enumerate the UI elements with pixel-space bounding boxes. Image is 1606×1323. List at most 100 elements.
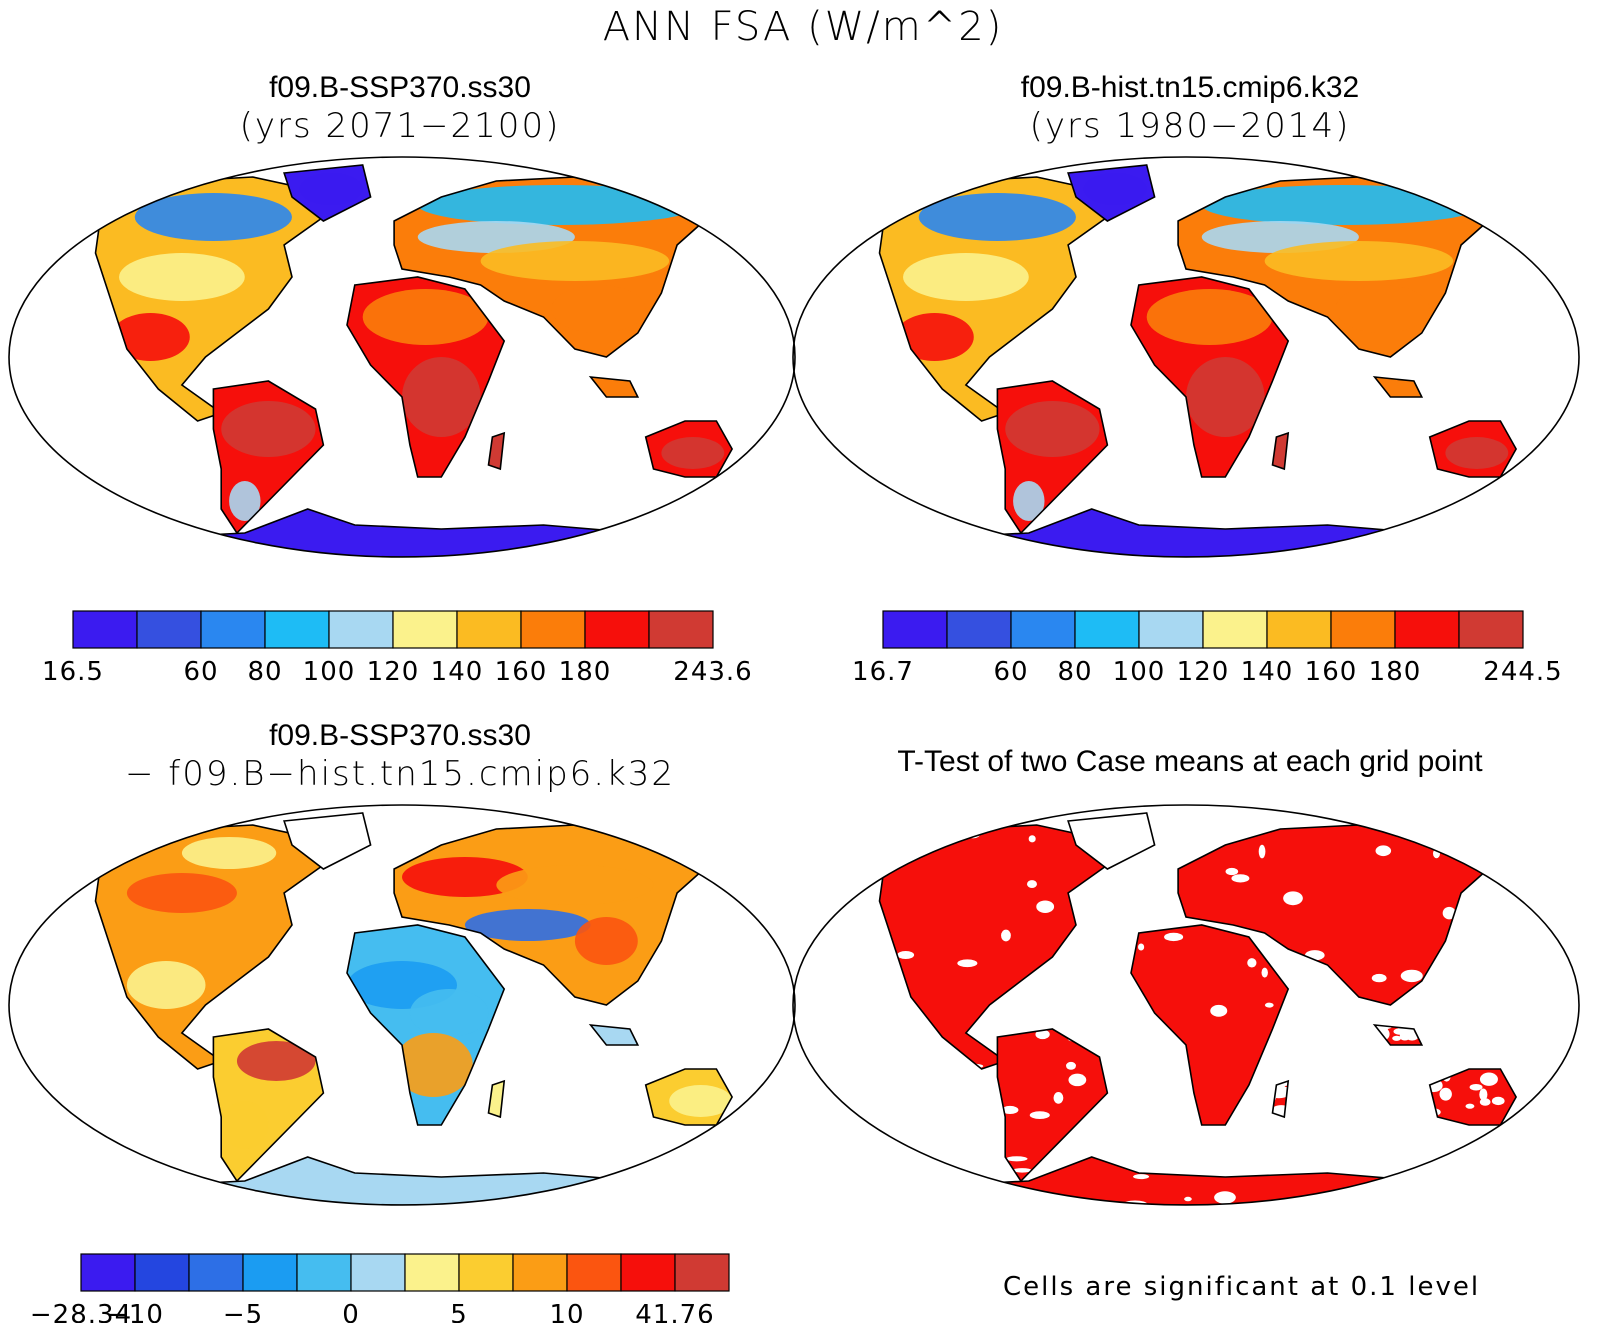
panel-title-line1: T-Test of two Case means at each grid po…: [897, 745, 1483, 778]
colorbar-box: [328, 610, 394, 649]
insignificant-cell: [1264, 1002, 1274, 1008]
colorbar-box: [882, 610, 948, 649]
colorbar-box: [188, 1253, 244, 1292]
colorbar-box: [80, 1253, 136, 1292]
coastline-africa: [346, 924, 506, 1126]
contour-patch: [669, 1085, 733, 1117]
insignificant-cell: [1210, 1004, 1228, 1017]
panel-title-line2: (yrs 2071−2100): [239, 106, 561, 146]
map-frame: [8, 156, 796, 558]
insignificant-cell: [1272, 1112, 1289, 1117]
insignificant-cell: [1439, 1087, 1452, 1101]
contour-patch: [480, 241, 670, 281]
insignificant-cell: [1225, 867, 1239, 876]
insignificant-cell: [1071, 1143, 1080, 1150]
contour-patch: [918, 193, 1076, 241]
insignificant-cell: [1137, 943, 1145, 951]
colorbar-tick-label: 10: [549, 1300, 584, 1323]
colorbar-box: [72, 610, 138, 649]
coastline-antarctica: [916, 508, 1471, 557]
insignificant-cell: [1392, 1035, 1402, 1041]
insignificant-cell: [1036, 1009, 1045, 1017]
colorbar-box: [512, 1253, 568, 1292]
insignificant-cell: [1375, 845, 1392, 857]
coastline-samerica: [212, 380, 325, 535]
coastline-antarctica: [916, 1156, 1471, 1205]
contour-patch: [362, 289, 489, 345]
insignificant-cell: [1363, 1198, 1373, 1204]
contour-patch: [496, 865, 654, 905]
contour-patch: [409, 989, 489, 1037]
insignificant-cell: [1089, 1146, 1107, 1152]
colorbar-tick-label: 120: [367, 657, 420, 687]
panel-title-ttest: T-Test of two Case means at each grid po…: [830, 744, 1550, 780]
contour-patch: [394, 1033, 473, 1097]
insignificant-cell: [1465, 1103, 1475, 1109]
insignificant-cell: [1068, 1073, 1087, 1087]
colorbar-tick-label: −5: [223, 1300, 263, 1323]
insignificant-cell: [1429, 1120, 1440, 1125]
insignificant-cell: [1452, 1165, 1467, 1174]
colorbar-tick-label: 180: [559, 657, 612, 687]
colorbar-tick-label: 140: [431, 657, 484, 687]
coastline-australia: [644, 420, 734, 478]
contour-patch: [464, 909, 591, 941]
map-panel-p3: [8, 804, 796, 1206]
colorbar-box: [458, 1253, 514, 1292]
coastline-greenland: [283, 164, 372, 222]
insignificant-cell: [957, 959, 978, 968]
insignificant-cell: [1103, 847, 1113, 853]
insignificant-cell: [1264, 1118, 1280, 1125]
colorbar-tick-label: 0: [342, 1300, 360, 1323]
coastline-madagascar: [487, 1079, 506, 1119]
colorbar-box: [350, 1253, 406, 1292]
panel-title-line1: f09.B-hist.tn15.cmip6.k32: [1020, 71, 1360, 104]
colorbar-box: [620, 1253, 676, 1292]
insignificant-cell: [1429, 835, 1439, 846]
colorbar-tick-label: 60: [183, 657, 218, 687]
panel-title-ssp370: f09.B-SSP370.ss30 (yrs 2071−2100): [190, 70, 610, 146]
insignificant-cell: [1209, 1159, 1217, 1168]
insignificant-cell: [1374, 1040, 1385, 1045]
insignificant-cell: [1374, 1038, 1383, 1045]
colorbar-box: [200, 610, 266, 649]
insignificant-cell: [897, 950, 915, 960]
insignificant-cell: [1258, 1061, 1268, 1074]
colorbar-box: [134, 1253, 190, 1292]
insignificant-cell: [1479, 1072, 1498, 1086]
insignificant-cell: [1028, 835, 1036, 843]
panel-title-line1: f09.B-SSP370.ss30: [269, 71, 531, 104]
colorbar-box: [1202, 610, 1268, 649]
coastline-greenland: [1067, 164, 1156, 222]
contour-patch: [126, 961, 206, 1009]
colorbar-box: [456, 610, 522, 649]
coastline-indonesia: [588, 1024, 640, 1046]
contour-patch: [417, 185, 701, 225]
insignificant-cell: [1077, 831, 1091, 845]
map-frame: [792, 804, 1580, 1206]
panel-title-line2: (yrs 1980−2014): [1029, 106, 1351, 146]
land-indonesia: [590, 377, 638, 397]
insignificant-cell: [1068, 822, 1082, 837]
contour-patch: [1264, 241, 1454, 281]
coastline-greenland: [1067, 812, 1156, 870]
colorbar-box: [520, 610, 586, 649]
insignificant-cell: [1117, 832, 1126, 845]
panel-title-line1: f09.B-SSP370.ss30: [269, 719, 531, 752]
contour-patch: [119, 253, 245, 301]
coastline-antarctica: [132, 508, 687, 557]
contour-patch: [1186, 357, 1265, 437]
colorbar-tick-label: 160: [495, 657, 548, 687]
insignificant-cell: [1005, 1156, 1028, 1162]
insignificant-cell: [1429, 1108, 1441, 1117]
coastline-africa: [1130, 924, 1290, 1126]
insignificant-cell: [1036, 900, 1055, 913]
insignificant-cell: [1053, 1091, 1064, 1104]
insignificant-cell: [1001, 1105, 1019, 1115]
coastline-africa: [1130, 276, 1290, 478]
colorbar-box: [1010, 610, 1076, 649]
contour-patch: [181, 837, 277, 869]
insignificant-cell: [1066, 1061, 1076, 1070]
contour-patch: [551, 285, 646, 333]
